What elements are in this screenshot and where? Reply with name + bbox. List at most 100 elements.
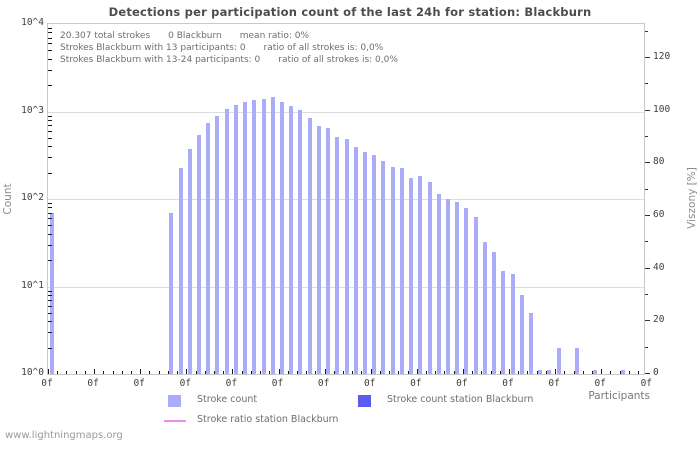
x-tick-label: 0f [363, 378, 376, 389]
x-tick [177, 371, 179, 374]
x-tick [610, 371, 612, 374]
x-tick [75, 371, 77, 374]
stroke-count-bar [501, 271, 506, 374]
y-right-tick-label: 40 [653, 261, 665, 273]
x-tick [260, 371, 262, 374]
x-tick [343, 371, 345, 374]
y-left-tick-label: 10^1 [21, 279, 44, 291]
y-left-minor-tick [48, 37, 52, 39]
stroke-count-bar [473, 216, 478, 374]
y-right-tick-label: 120 [653, 51, 671, 62]
stroke-count-bar [169, 212, 174, 374]
y-right-tick [645, 373, 650, 374]
x-tick [582, 371, 584, 374]
x-tick [48, 369, 49, 374]
y-right-tick-label: 80 [653, 156, 665, 168]
x-tick [472, 371, 474, 374]
stroke-count-bar [362, 152, 367, 374]
stroke-count-bar [455, 201, 460, 374]
y-left-minor-tick [48, 115, 52, 117]
y-left-minor-tick [48, 300, 52, 302]
stroke-count-bar [289, 106, 294, 374]
legend-swatch-stroke-count [168, 395, 181, 407]
y-left-minor-tick [48, 43, 52, 45]
x-tick [121, 371, 123, 374]
annotation-line-1: 20.307 total strokes 0 Blackburn mean rati… [60, 31, 416, 41]
stroke-count-bar [178, 168, 183, 374]
y-left-minor-tick [48, 157, 52, 159]
y-left-minor-tick [48, 58, 52, 60]
stroke-count-bar [409, 177, 414, 374]
y-left-tick-label: 10^4 [21, 17, 44, 28]
y-right-tick [645, 320, 650, 322]
stroke-count-bar [243, 102, 248, 374]
y-left-minor-tick [48, 212, 52, 214]
x-tick-label: 0f [225, 378, 238, 389]
x-tick [555, 369, 557, 374]
y-right-tick [645, 162, 650, 164]
x-tick [57, 371, 59, 374]
stroke-count-bar [492, 251, 497, 374]
x-tick [426, 371, 428, 374]
x-tick [213, 371, 215, 374]
x-tick [407, 371, 409, 374]
y-left-minor-tick [48, 125, 52, 127]
x-tick [84, 371, 86, 374]
annotation-mean-ratio: mean ratio: 0% [239, 31, 310, 41]
y-left-minor-tick [48, 32, 52, 34]
plot-area: 20.307 total strokes 0 Blackburn mean rati… [47, 23, 645, 375]
x-tick [361, 371, 363, 374]
y-right-tick-label: 20 [653, 314, 665, 326]
legend-label-station-count: Stroke count station Blackburn [387, 394, 534, 405]
x-tick [204, 371, 206, 374]
x-tick [416, 369, 418, 374]
x-tick [112, 371, 114, 374]
chart-title: Detections per participation count of th… [108, 5, 592, 19]
y-left-minor-tick [48, 85, 52, 87]
y-left-tick-label: 10^0 [21, 367, 44, 378]
stroke-count-bar [390, 167, 395, 374]
stroke-count-bar [519, 294, 524, 374]
y-left-minor-tick [48, 244, 52, 246]
annotation-line-2: Strokes Blackburn with 13 participants: … [60, 43, 416, 53]
x-tick-label: 0f [41, 378, 53, 389]
x-tick [499, 371, 501, 374]
stroke-count-bar [464, 207, 469, 374]
y-left-minor-tick [48, 260, 52, 262]
y-right-tick-label: 0 [653, 367, 659, 378]
y-right-tick-label: 60 [653, 209, 665, 220]
y-right-tick [645, 30, 648, 32]
y-left-minor-tick [48, 50, 52, 52]
x-tick-label: 0f [133, 378, 145, 389]
x-tick-label: 0f [502, 378, 514, 389]
x-tick [453, 371, 455, 374]
y-left-minor-tick [48, 172, 52, 174]
x-tick [435, 371, 437, 374]
y-right-tick-label: 100 [653, 103, 671, 115]
stroke-count-bar [528, 312, 533, 374]
stroke-count-bar [335, 137, 340, 374]
stroke-count-bar [261, 98, 266, 374]
y-left-minor-tick [48, 69, 52, 71]
y-left-minor-tick [48, 137, 52, 139]
stroke-count-bar [621, 370, 626, 374]
stroke-count-bar [270, 97, 275, 374]
x-tick [232, 369, 234, 374]
x-tick [278, 369, 280, 374]
stroke-count-bar [280, 101, 284, 374]
y-right-tick [645, 109, 650, 111]
x-tick [564, 371, 566, 374]
x-tick [591, 371, 593, 374]
stroke-count-bar [344, 139, 349, 374]
annotation-13-24-ratio: ratio of all strokes is: 0,0% [278, 55, 398, 65]
x-tick [195, 371, 197, 374]
y-left-minor-tick [48, 225, 52, 227]
y-right-tick [645, 294, 648, 295]
watermark: www.lightningmaps.org [5, 430, 123, 441]
y-right-tick [645, 346, 648, 348]
y-left-minor-tick [48, 290, 52, 292]
stroke-count-bar [252, 100, 257, 374]
y-left-minor-tick [48, 233, 52, 235]
stroke-count-bar [538, 370, 543, 374]
annotation-station-strokes: 0 Blackburn [168, 31, 222, 41]
